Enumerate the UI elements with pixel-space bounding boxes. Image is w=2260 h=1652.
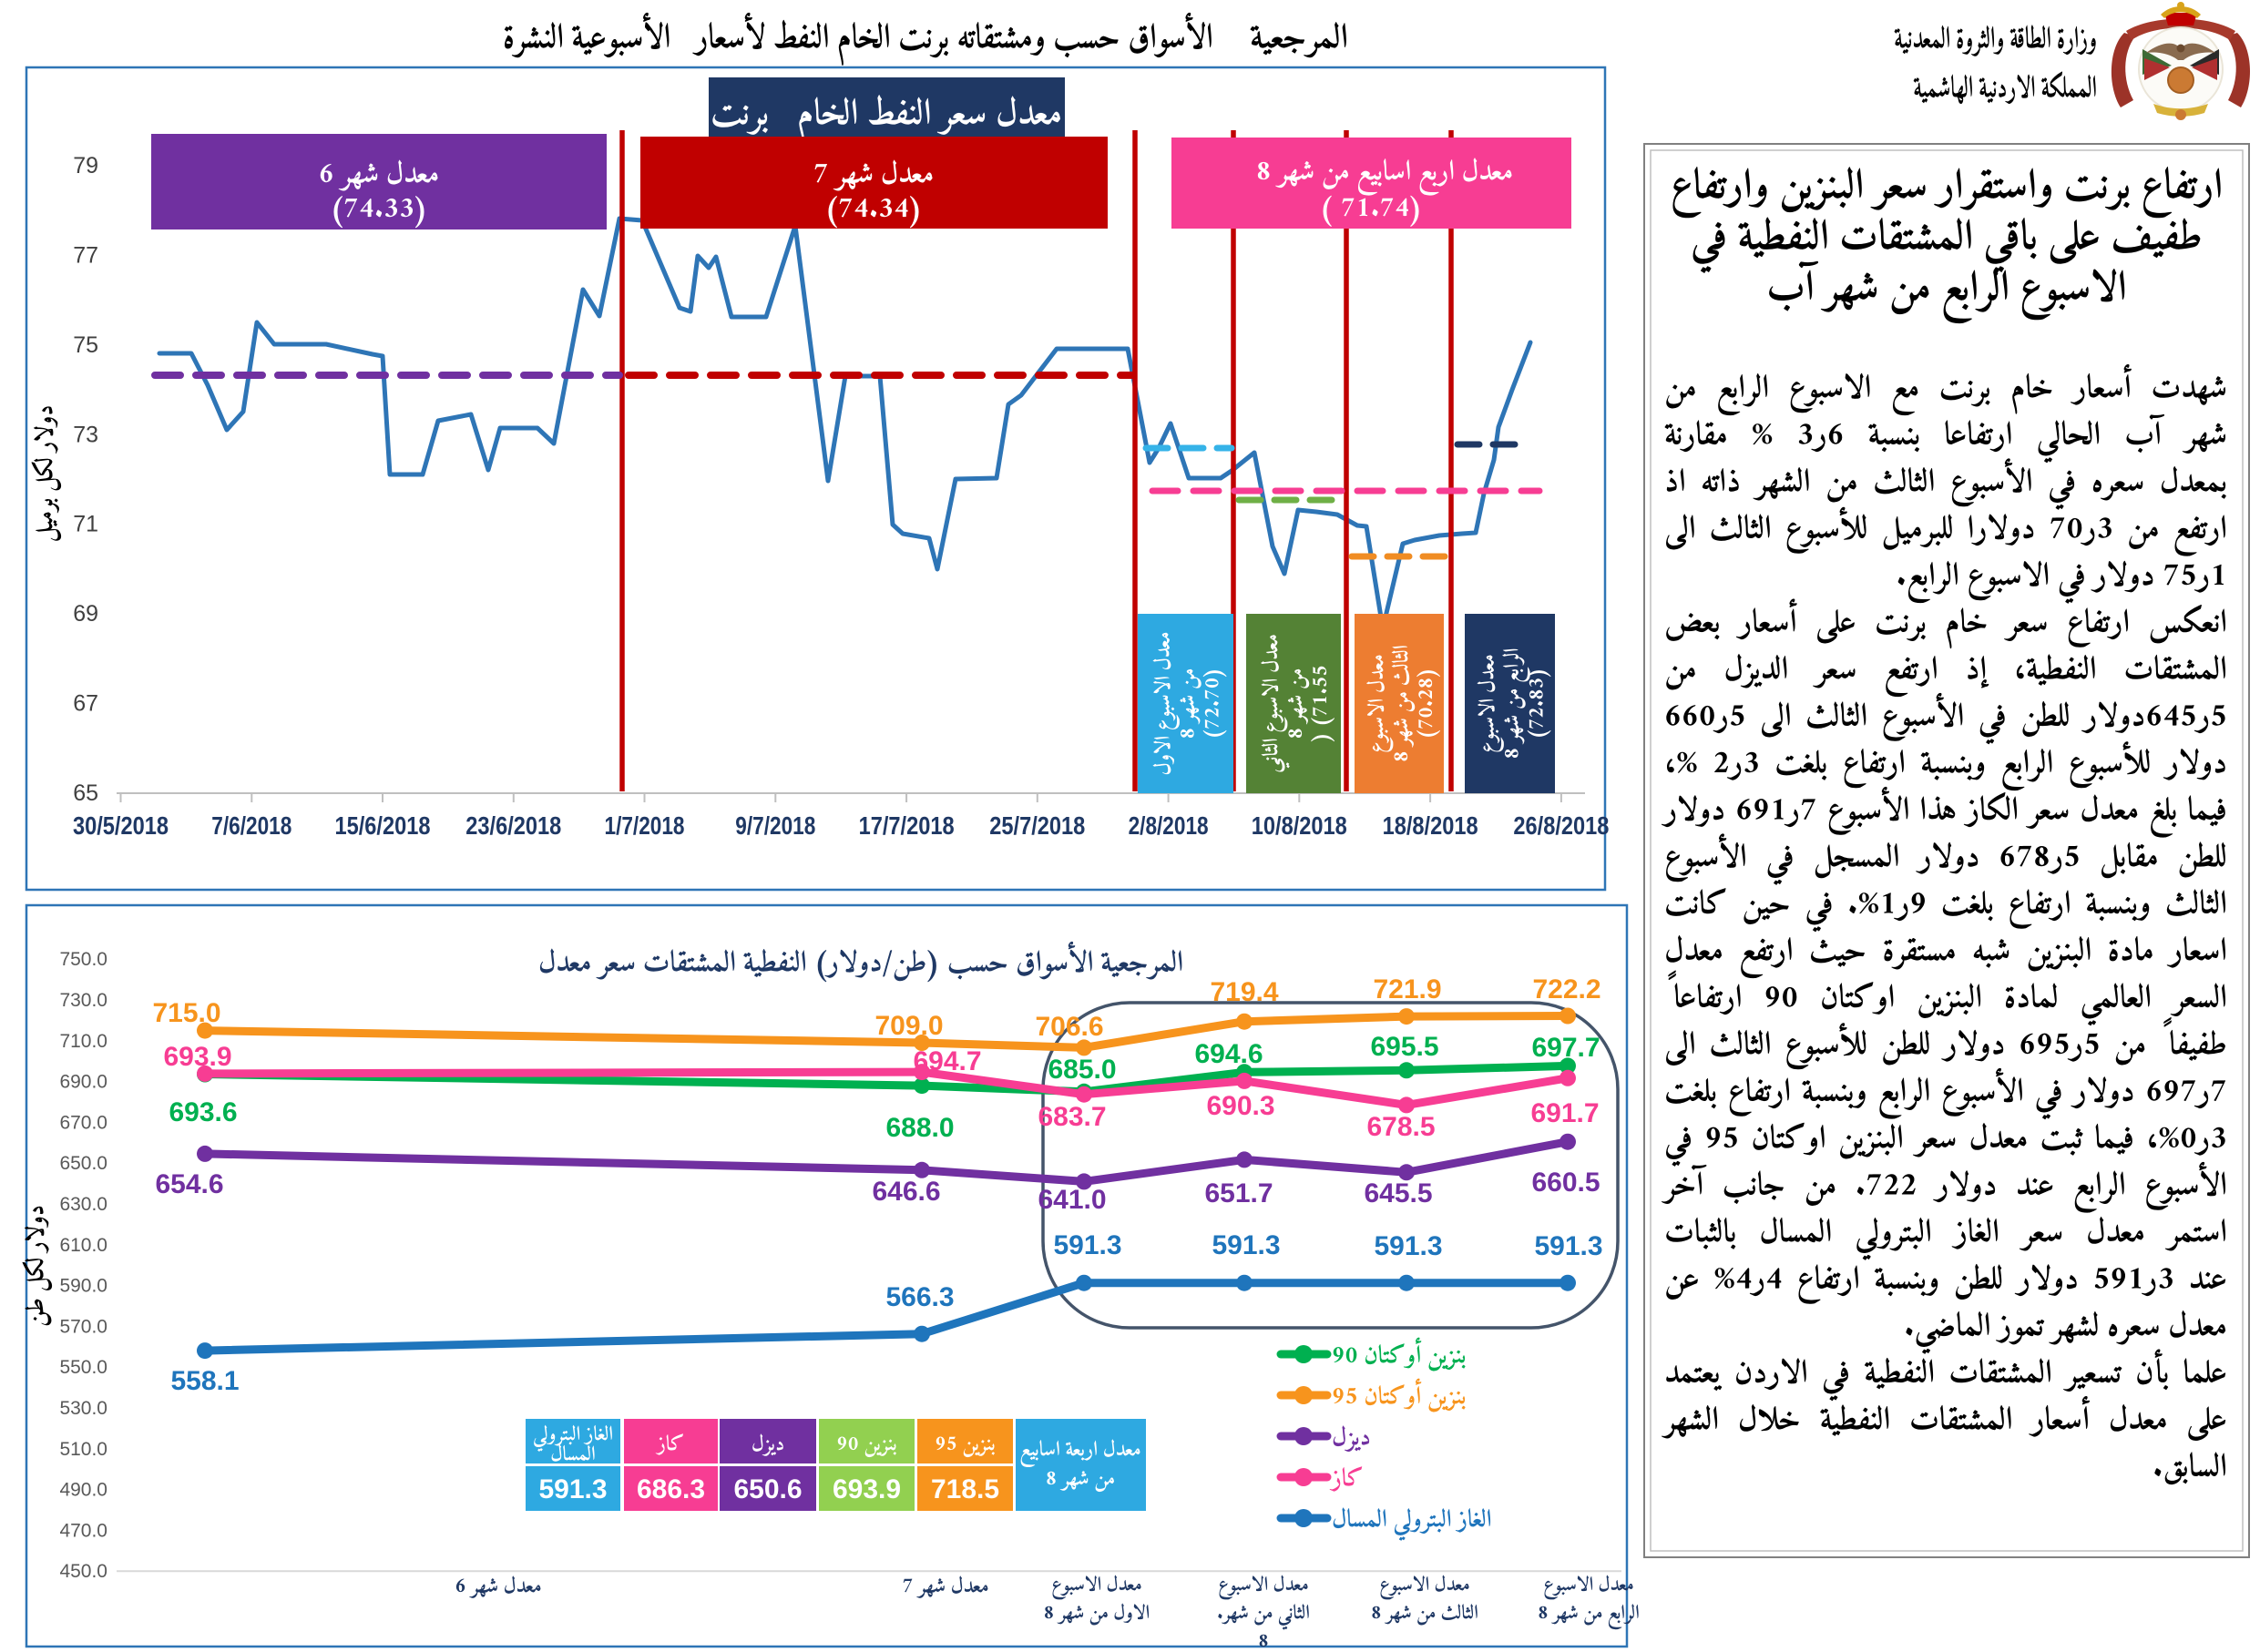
- svg-text:7/6/2018: 7/6/2018: [211, 811, 291, 840]
- svg-text:450.0: 450.0: [59, 1561, 107, 1582]
- svg-text:690.3: 690.3: [1206, 1091, 1274, 1121]
- svg-text:470.0: 470.0: [59, 1520, 107, 1541]
- svg-text:690.0: 690.0: [59, 1072, 107, 1093]
- svg-text:26/8/2018: 26/8/2018: [1513, 811, 1609, 840]
- svg-text:718.5: 718.5: [931, 1474, 999, 1504]
- svg-text:566.3: 566.3: [885, 1282, 954, 1312]
- svg-text:650.6: 650.6: [733, 1474, 802, 1504]
- svg-text:630.0: 630.0: [59, 1194, 107, 1215]
- svg-text:69: 69: [73, 601, 98, 627]
- svg-text:678.5: 678.5: [1366, 1112, 1435, 1142]
- svg-text:693.9: 693.9: [833, 1474, 901, 1504]
- svg-text:510.0: 510.0: [59, 1439, 107, 1460]
- svg-text:645.5: 645.5: [1364, 1178, 1432, 1208]
- svg-text:646.6: 646.6: [872, 1177, 940, 1207]
- svg-text:706.6: 706.6: [1035, 1012, 1103, 1042]
- svg-text:610.0: 610.0: [59, 1235, 107, 1256]
- svg-text:79: 79: [73, 153, 98, 178]
- svg-text:65: 65: [73, 780, 98, 806]
- svg-text:77: 77: [73, 242, 98, 268]
- svg-text:641.0: 641.0: [1038, 1185, 1106, 1215]
- svg-text:693.9: 693.9: [163, 1042, 231, 1072]
- svg-text:10/8/2018: 10/8/2018: [1252, 811, 1347, 840]
- svg-text:9/7/2018: 9/7/2018: [735, 811, 815, 840]
- svg-text:25/7/2018: 25/7/2018: [989, 811, 1085, 840]
- svg-text:558.1: 558.1: [170, 1366, 239, 1396]
- svg-text:715.0: 715.0: [152, 998, 220, 1028]
- svg-text:730.0: 730.0: [59, 990, 107, 1011]
- svg-text:530.0: 530.0: [59, 1398, 107, 1419]
- svg-text:1/7/2018: 1/7/2018: [605, 811, 685, 840]
- svg-text:490.0: 490.0: [59, 1480, 107, 1501]
- svg-text:670.0: 670.0: [59, 1112, 107, 1133]
- svg-text:73: 73: [73, 422, 98, 447]
- svg-text:719.4: 719.4: [1210, 977, 1278, 1007]
- svg-text:683.7: 683.7: [1038, 1102, 1106, 1132]
- svg-text:693.6: 693.6: [169, 1097, 237, 1127]
- svg-text:67: 67: [73, 691, 98, 717]
- svg-text:697.7: 697.7: [1531, 1033, 1600, 1063]
- svg-text:650.0: 650.0: [59, 1153, 107, 1174]
- svg-text:721.9: 721.9: [1373, 974, 1441, 1004]
- svg-text:2/8/2018: 2/8/2018: [1129, 811, 1209, 840]
- svg-text:590.0: 590.0: [59, 1276, 107, 1297]
- svg-text:710.0: 710.0: [59, 1031, 107, 1052]
- svg-text:71: 71: [73, 512, 98, 537]
- svg-text:30/5/2018: 30/5/2018: [73, 811, 169, 840]
- svg-text:688.0: 688.0: [885, 1113, 954, 1143]
- svg-text:591.3: 591.3: [1374, 1231, 1442, 1261]
- svg-text:570.0: 570.0: [59, 1316, 107, 1337]
- svg-text:695.5: 695.5: [1370, 1032, 1438, 1062]
- svg-text:591.3: 591.3: [1534, 1231, 1602, 1261]
- svg-text:660.5: 660.5: [1531, 1168, 1600, 1198]
- svg-text:694.6: 694.6: [1194, 1039, 1263, 1069]
- svg-text:722.2: 722.2: [1532, 974, 1600, 1004]
- svg-text:709.0: 709.0: [874, 1011, 943, 1041]
- svg-text:550.0: 550.0: [59, 1357, 107, 1378]
- svg-text:23/6/2018: 23/6/2018: [465, 811, 561, 840]
- svg-text:750.0: 750.0: [59, 949, 107, 970]
- svg-text:75: 75: [73, 332, 98, 358]
- svg-text:651.7: 651.7: [1204, 1178, 1273, 1208]
- svg-text:17/7/2018: 17/7/2018: [859, 811, 955, 840]
- svg-text:15/6/2018: 15/6/2018: [335, 811, 431, 840]
- svg-text:591.3: 591.3: [538, 1474, 607, 1504]
- svg-text:686.3: 686.3: [637, 1474, 705, 1504]
- svg-text:591.3: 591.3: [1212, 1230, 1280, 1260]
- svg-text:685.0: 685.0: [1048, 1055, 1116, 1085]
- svg-text:694.7: 694.7: [913, 1046, 981, 1076]
- svg-text:691.7: 691.7: [1530, 1098, 1599, 1128]
- svg-text:654.6: 654.6: [155, 1169, 223, 1199]
- svg-text:591.3: 591.3: [1053, 1230, 1121, 1260]
- svg-text:18/8/2018: 18/8/2018: [1383, 811, 1478, 840]
